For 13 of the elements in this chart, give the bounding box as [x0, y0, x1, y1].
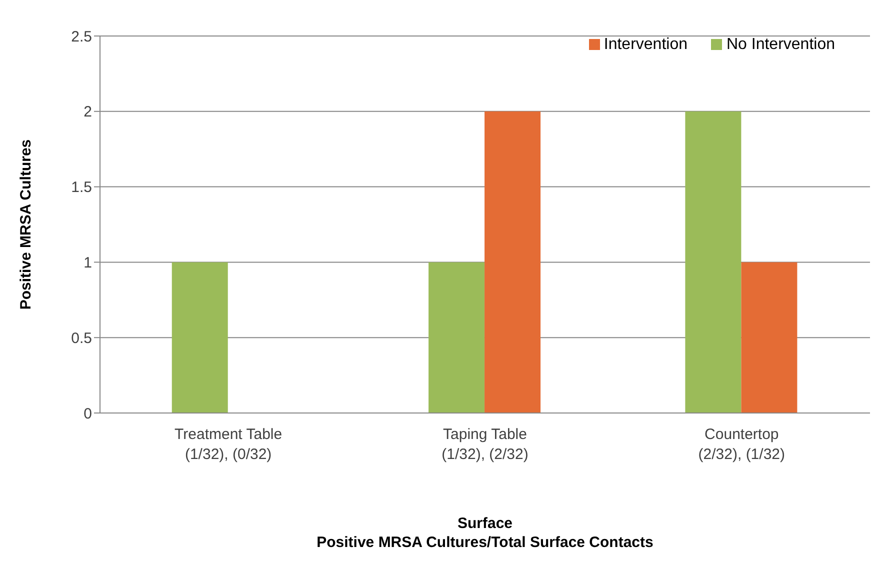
y-tick-label: 2: [84, 104, 92, 121]
legend-label: Intervention: [604, 36, 688, 53]
y-tick-label: 0: [84, 405, 92, 422]
x-tick-label: Treatment Table (1/32), (0/32): [174, 426, 282, 463]
x-tick-label: Countertop (2/32), (1/32): [698, 426, 786, 463]
y-tick-label: 2.5: [71, 28, 92, 46]
y-axis-title: Positive MRSA Cultures: [17, 139, 34, 310]
x-axis-title: Surface Positive MRSA Cultures/Total Surface Contacts: [316, 515, 654, 551]
y-tick-label: 1.5: [71, 179, 92, 196]
x-tick-label: Taping Table (1/32), (2/32): [442, 426, 528, 463]
y-tick-label: 0.5: [71, 330, 92, 347]
legend-label: No Intervention: [726, 36, 835, 53]
y-tick-label: 1: [84, 254, 92, 272]
